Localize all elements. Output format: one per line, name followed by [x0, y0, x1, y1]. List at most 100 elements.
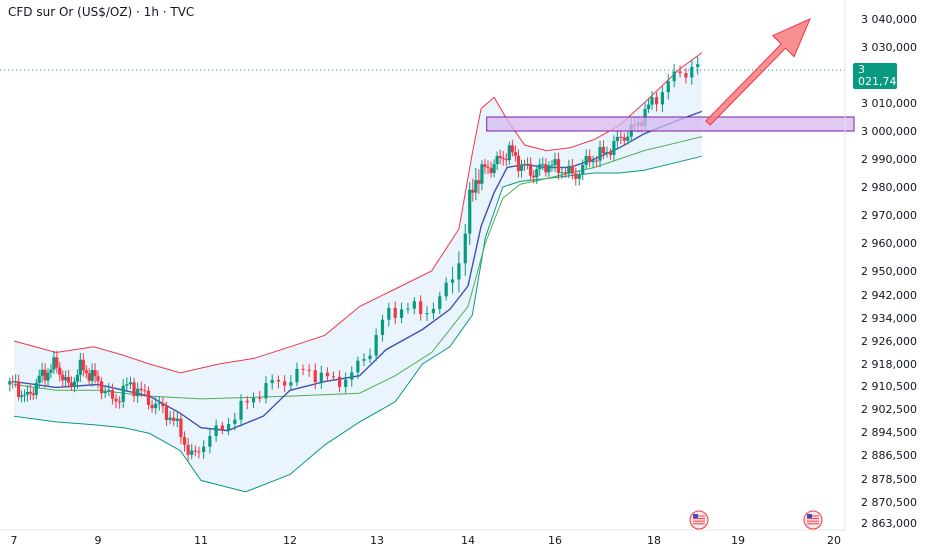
candle	[374, 328, 378, 362]
candle	[577, 170, 581, 186]
candle	[52, 350, 56, 374]
x-tick-label: 18	[647, 534, 661, 547]
y-tick-label: 2 870,500	[861, 496, 917, 509]
candle	[121, 378, 125, 408]
y-tick-label: 2 918,000	[861, 358, 917, 371]
projection-arrow[interactable]	[705, 18, 811, 126]
candle	[301, 364, 305, 376]
candle	[601, 140, 606, 160]
candle	[519, 159, 524, 178]
y-tick-label: 3 010,000	[861, 97, 917, 110]
y-tick-label: 2 910,500	[861, 380, 917, 393]
candle	[75, 369, 80, 389]
candle	[622, 132, 626, 147]
candle	[412, 297, 416, 315]
y-tick-label: 2 878,500	[861, 473, 917, 486]
candle	[61, 370, 65, 388]
candle	[164, 401, 169, 426]
candle	[182, 431, 187, 452]
candle	[100, 377, 104, 400]
candle	[594, 155, 599, 168]
candle	[295, 362, 299, 387]
candle	[598, 140, 602, 168]
candle	[307, 364, 311, 377]
candle	[19, 390, 24, 403]
candle	[550, 159, 554, 172]
candle	[34, 378, 38, 399]
y-tick-label: 2 942,000	[861, 289, 917, 302]
y-tick-label: 2 902,500	[861, 403, 917, 416]
candle	[431, 302, 436, 320]
candle	[25, 385, 30, 402]
candle	[107, 383, 111, 396]
candle	[387, 302, 391, 327]
x-tick-label: 19	[731, 534, 745, 547]
candle	[197, 446, 201, 459]
candle	[55, 350, 59, 374]
candle	[202, 440, 206, 460]
candle	[474, 167, 478, 201]
candle	[532, 170, 536, 184]
candle	[150, 399, 154, 413]
chart-title: CFD sur Or (US$/OZ) · 1h · TVC	[8, 5, 195, 19]
candle	[245, 396, 249, 410]
candle	[570, 158, 574, 180]
candle	[547, 161, 551, 177]
candle	[313, 363, 317, 390]
candle	[513, 145, 518, 162]
candle	[172, 410, 176, 426]
candle	[563, 168, 567, 178]
candle	[362, 353, 366, 367]
candle	[14, 374, 18, 388]
current-price-label: 3 021,749 53:45	[853, 63, 904, 100]
x-tick-label: 14	[461, 534, 475, 547]
candle	[678, 65, 682, 78]
candle	[193, 445, 197, 457]
candle	[161, 397, 165, 414]
candle	[483, 159, 487, 174]
candle	[128, 376, 133, 389]
candle	[233, 412, 237, 431]
candle	[626, 131, 630, 145]
candle	[356, 356, 360, 380]
y-tick-label: 2 863,000	[861, 517, 917, 530]
candle	[504, 153, 508, 167]
candle	[425, 306, 429, 321]
candle	[190, 443, 194, 460]
y-tick-label: 2 934,000	[861, 312, 917, 325]
candle	[139, 381, 143, 398]
candle	[319, 365, 323, 389]
candle	[157, 395, 161, 411]
y-tick-label: 3 030,000	[861, 41, 917, 54]
candle	[522, 159, 527, 171]
candle	[591, 155, 595, 169]
x-tick-label: 9	[95, 534, 102, 547]
candle	[560, 167, 564, 179]
candle	[64, 370, 68, 387]
candle	[251, 392, 256, 409]
candle	[214, 419, 218, 442]
candle	[226, 418, 231, 436]
y-tick-label: 2 990,000	[861, 153, 917, 166]
candle	[118, 396, 122, 409]
candle	[489, 161, 493, 178]
candle	[380, 314, 385, 342]
us-flag-event-icon[interactable]	[689, 510, 709, 530]
candle	[615, 130, 619, 148]
candle	[525, 157, 530, 170]
candle	[17, 374, 21, 401]
candle	[93, 363, 97, 384]
y-tick-label: 2 960,000	[861, 237, 917, 250]
candle	[605, 146, 609, 158]
candle	[444, 277, 448, 301]
x-tick-label: 13	[370, 534, 384, 547]
candle	[501, 151, 505, 166]
y-tick-label: 2 970,000	[861, 209, 917, 222]
resistance-zone[interactable]	[486, 116, 855, 132]
candle	[220, 421, 224, 435]
candle	[81, 353, 85, 377]
candle	[619, 130, 623, 144]
candle	[276, 375, 281, 389]
us-flag-event-icon[interactable]	[803, 510, 823, 530]
